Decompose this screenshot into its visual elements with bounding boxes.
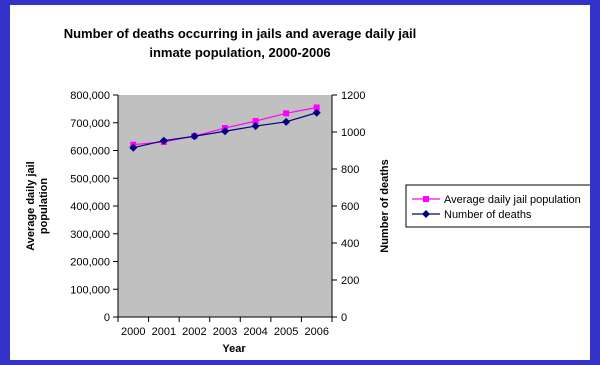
legend: Average daily jail population Number of d…	[405, 184, 590, 228]
data-point-average-daily-jail-population	[313, 104, 320, 111]
chart-title-line-2: inmate population, 2000-2006	[149, 45, 330, 60]
right-tick-label: 1000	[341, 127, 365, 139]
left-axis-title-line-1: Average daily jail	[25, 161, 37, 250]
data-point-average-daily-jail-population	[283, 110, 290, 117]
data-point-number-of-deaths	[282, 117, 291, 126]
chart-area: Number of deaths occurring in jails and …	[10, 5, 590, 360]
data-point-number-of-deaths	[159, 136, 168, 145]
x-tick-label: 2001	[152, 326, 176, 338]
left-axis-ticks: 0 100,000 200,000 300,000 400,000 500,000 600,…	[70, 90, 118, 324]
chart-svg: Number of deaths occurring in jails and …	[25, 26, 590, 355]
left-tick-label: 300,000	[70, 229, 110, 241]
chart-title-line-1: Number of deaths occurring in jails and …	[64, 26, 417, 41]
left-tick-label: 400,000	[70, 201, 110, 213]
x-tick-label: 2006	[304, 326, 328, 338]
series-layer	[129, 104, 321, 152]
right-axis-ticks: 0 200 400 600 800 1000 1200	[332, 90, 365, 324]
legend-box	[405, 184, 590, 228]
data-point-average-daily-jail-population	[252, 118, 259, 125]
data-point-number-of-deaths	[312, 108, 321, 117]
left-tick-label: 500,000	[70, 173, 110, 185]
right-tick-label: 0	[341, 312, 347, 324]
x-axis-title: Year	[222, 343, 246, 355]
right-tick-label: 800	[341, 164, 359, 176]
right-tick-label: 400	[341, 238, 359, 250]
left-tick-label: 100,000	[70, 284, 110, 296]
data-point-number-of-deaths	[129, 143, 138, 152]
left-tick-label: 0	[104, 312, 110, 324]
legend-marker-number-of-deaths	[422, 210, 430, 218]
right-tick-label: 1200	[341, 90, 365, 102]
left-tick-label: 700,000	[70, 118, 110, 130]
right-tick-label: 200	[341, 275, 359, 287]
x-axis-ticks: 2000 2001 2002 2003 2004 2005 2006	[117, 317, 333, 338]
x-tick-label: 2002	[182, 326, 206, 338]
x-tick-label: 2005	[274, 326, 298, 338]
left-tick-label: 600,000	[70, 146, 110, 158]
x-tick-label: 2000	[121, 326, 145, 338]
right-axis-title: Number of deaths	[379, 159, 391, 253]
right-tick-label: 600	[341, 201, 359, 213]
data-point-number-of-deaths	[190, 132, 199, 141]
legend-label-average-daily-jail-population: Average daily jail population	[444, 194, 581, 206]
left-tick-label: 200,000	[70, 257, 110, 269]
left-tick-label: 800,000	[70, 90, 110, 102]
x-tick-label: 2004	[243, 326, 267, 338]
legend-marker-average-daily-jail-population	[423, 196, 429, 202]
legend-label-number-of-deaths: Number of deaths	[444, 209, 532, 221]
data-point-number-of-deaths	[251, 122, 260, 131]
x-tick-label: 2003	[213, 326, 237, 338]
left-axis-title-line-2: population	[38, 178, 50, 234]
